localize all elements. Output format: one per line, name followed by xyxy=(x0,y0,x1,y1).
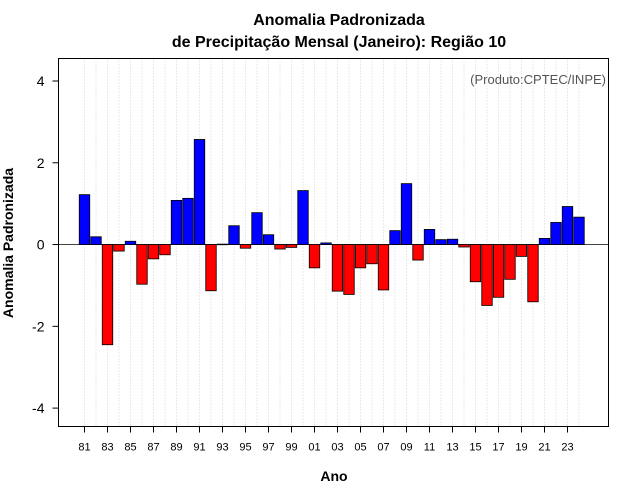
chart-subtitle: de Precipitação Mensal (Janeiro): Região… xyxy=(172,34,506,51)
bar-07 xyxy=(377,244,390,291)
bar-82 xyxy=(90,236,102,245)
x-tick-label: 11 xyxy=(424,442,435,454)
chart-title: Anomalia Padronizada xyxy=(253,12,425,29)
x-tick-label: 89 xyxy=(170,442,182,454)
y-tick-label: 4 xyxy=(37,73,45,89)
bar-16 xyxy=(481,244,493,306)
bar-20 xyxy=(527,244,539,303)
bar-99 xyxy=(285,244,298,248)
bar-15 xyxy=(469,244,482,283)
x-tick-label: 09 xyxy=(400,442,412,454)
bar-96 xyxy=(251,212,263,245)
y-axis: -4 -2 0 2 4 xyxy=(32,73,59,416)
y-tick-label: 0 xyxy=(37,237,45,253)
bars xyxy=(78,139,585,346)
plot-frame xyxy=(58,58,609,427)
bar-88 xyxy=(159,244,171,256)
bar-21 xyxy=(538,238,551,245)
bar-84 xyxy=(113,244,125,252)
bar-81 xyxy=(78,194,91,245)
bar-91 xyxy=(193,139,206,245)
x-tick-label: 01 xyxy=(308,442,320,454)
bar-97 xyxy=(262,234,275,245)
bar-06 xyxy=(366,244,378,265)
bar-93 xyxy=(216,243,229,246)
y-tick-label: -4 xyxy=(32,400,45,416)
bar-18 xyxy=(504,244,516,280)
x-tick-label: 81 xyxy=(78,442,90,454)
grid-lines xyxy=(84,58,580,427)
x-tick-label: 21 xyxy=(538,442,550,454)
x-axis-label: Ano xyxy=(320,468,347,484)
x-tick-label: 97 xyxy=(262,442,274,454)
bar-83 xyxy=(101,244,114,346)
x-tick-label: 19 xyxy=(515,442,527,454)
bar-04 xyxy=(343,244,355,295)
bar-22 xyxy=(550,222,562,245)
bar-14 xyxy=(458,244,470,248)
bar-01 xyxy=(308,244,321,269)
bar-24 xyxy=(573,216,585,245)
bar-05 xyxy=(354,244,367,269)
x-tick-label: 83 xyxy=(101,442,113,454)
bar-98 xyxy=(274,244,286,250)
x-tick-label: 85 xyxy=(124,442,136,454)
x-tick-label: 93 xyxy=(216,442,228,454)
x-tick-label: 13 xyxy=(446,442,458,454)
x-tick-label: 15 xyxy=(469,442,481,454)
y-axis-label: Anomalia Padronizada xyxy=(0,168,16,318)
bar-86 xyxy=(136,244,148,285)
x-tick-label: 05 xyxy=(354,442,366,454)
bar-92 xyxy=(205,244,217,292)
x-tick-label: 91 xyxy=(193,442,205,454)
x-tick-label: 03 xyxy=(331,442,343,454)
bar-94 xyxy=(228,225,240,245)
bar-85 xyxy=(124,240,137,245)
x-axis: 81 83 85 87 89 91 93 95 97 99 01 03 05 07 09 11 13 15 17 19… xyxy=(78,426,574,454)
bar-19 xyxy=(515,244,528,257)
bar-23 xyxy=(561,206,574,245)
x-tick-label: 95 xyxy=(239,442,251,454)
y-tick-label: -2 xyxy=(32,318,45,334)
bar-10 xyxy=(412,244,424,261)
bar-09 xyxy=(400,183,413,245)
bar-95 xyxy=(239,244,252,249)
credit-text: (Produto:CPTEC/INPE) xyxy=(470,72,606,87)
bar-02 xyxy=(320,242,332,245)
bar-00 xyxy=(297,190,309,245)
x-tick-label: 23 xyxy=(561,442,573,454)
x-tick-label: 17 xyxy=(492,442,504,454)
x-tick-label: 99 xyxy=(285,442,297,454)
x-tick-label: 87 xyxy=(147,442,159,454)
bar-08 xyxy=(389,230,401,245)
bar-17 xyxy=(492,244,505,298)
bar-89 xyxy=(170,199,183,245)
x-tick-label: 07 xyxy=(377,442,389,454)
y-tick-label: 2 xyxy=(37,155,45,171)
bar-03 xyxy=(331,244,344,292)
bar-11 xyxy=(423,229,436,245)
bar-87 xyxy=(147,244,160,260)
bar-13 xyxy=(446,238,459,245)
bar-12 xyxy=(435,239,447,245)
bar-90 xyxy=(182,197,194,245)
